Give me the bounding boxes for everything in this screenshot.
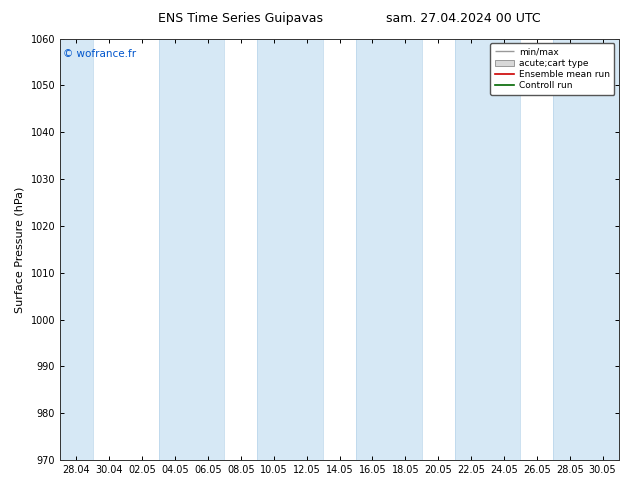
Bar [553,39,619,460]
Text: ENS Time Series Guipavas: ENS Time Series Guipavas [158,12,323,25]
Y-axis label: Surface Pressure (hPa): Surface Pressure (hPa) [15,186,25,313]
Bar [455,39,521,460]
Legend: min/max, acute;cart type, Ensemble mean run, Controll run: min/max, acute;cart type, Ensemble mean … [490,43,614,95]
Text: © wofrance.fr: © wofrance.fr [63,49,136,59]
Bar [356,39,422,460]
Bar [257,39,323,460]
Bar [60,39,93,460]
Text: sam. 27.04.2024 00 UTC: sam. 27.04.2024 00 UTC [385,12,540,25]
Bar [158,39,224,460]
